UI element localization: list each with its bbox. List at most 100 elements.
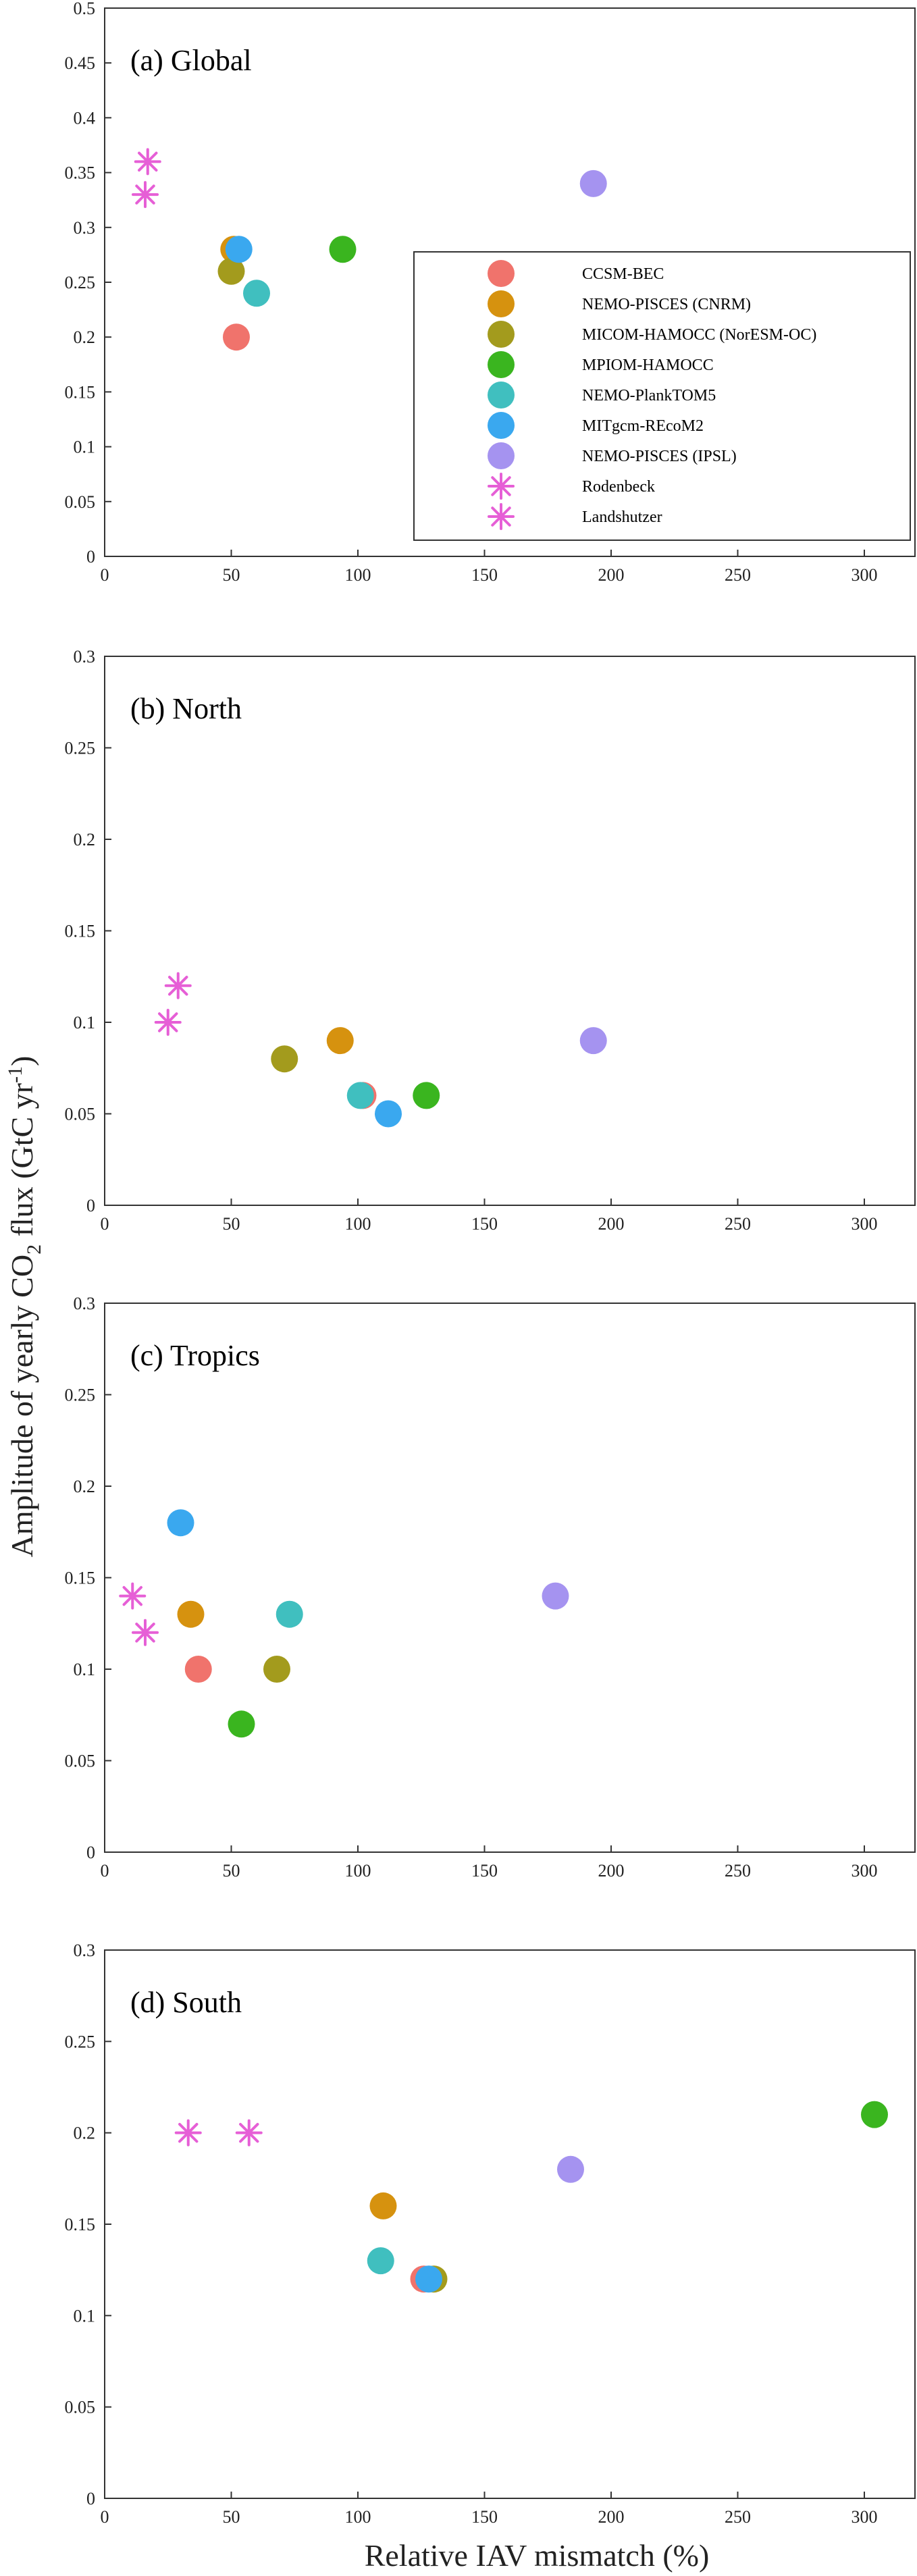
x-tick-label: 300 — [852, 1861, 878, 1881]
legend-marker-circle — [488, 351, 515, 378]
y-tick-label: 0.25 — [65, 273, 96, 292]
x-tick-label: 100 — [345, 2507, 371, 2527]
panels: 0 50 100 150 200 250 300 0 0.05 0.1 0.15 0.2 0.25 0.3… — [65, 0, 916, 2527]
y-tick-label: 0.25 — [65, 739, 96, 758]
data-point-circle — [228, 1710, 255, 1738]
data-point-circle — [542, 1582, 569, 1610]
legend-entry: NEMO-PISCES (IPSL) — [582, 448, 737, 465]
y-tick-label: 0.5 — [74, 0, 96, 18]
y-tick-label: 0.15 — [65, 382, 96, 402]
y-tick-label: 0.05 — [65, 2398, 96, 2417]
panel-2: 0 50 100 150 200 250 300 0 0.05 0.1 0.15 0.2 0.25 0.3… — [65, 1294, 916, 1881]
x-tick-label: 0 — [101, 1214, 109, 1234]
x-tick-label: 300 — [852, 1214, 878, 1234]
data-point-circle — [375, 1100, 402, 1128]
legend-entry: CCSM-BEC — [582, 265, 664, 283]
x-tick-label: 250 — [725, 1861, 751, 1881]
data-point-circle — [557, 2155, 584, 2183]
data-point-asterisk — [235, 2119, 263, 2147]
legend-entry: NEMO-PISCES (CNRM) — [582, 296, 751, 313]
y-tick-label: 0.3 — [74, 218, 96, 238]
legend-marker-circle — [488, 382, 515, 409]
data-point-circle — [413, 1082, 440, 1109]
data-point-circle — [263, 1656, 290, 1683]
plot-frame — [104, 1949, 916, 2499]
legend-entry: MICOM-HAMOCC (NorESM-OC) — [582, 326, 816, 344]
legend-marker-circle — [488, 321, 515, 348]
data-point-asterisk — [134, 148, 161, 176]
x-tick-label: 50 — [223, 2507, 240, 2527]
x-tick-label: 300 — [852, 565, 878, 585]
y-tick-label: 0 — [86, 2489, 95, 2508]
data-point-asterisk — [119, 1582, 147, 1610]
x-tick-label: 100 — [345, 565, 371, 585]
data-point-circle — [579, 169, 607, 197]
legend-marker-circle — [488, 260, 515, 287]
y-tick-label: 0.15 — [65, 2215, 96, 2234]
x-tick-label: 250 — [725, 565, 751, 585]
y-tick-label: 0 — [86, 1196, 95, 1215]
y-tick-label: 0.3 — [74, 647, 96, 666]
plot-frame — [104, 656, 916, 1206]
data-point-circle — [184, 1656, 212, 1683]
y-axis-title-end: ) — [5, 1056, 39, 1066]
data-point-circle — [177, 1600, 205, 1628]
x-tick-label: 0 — [101, 2507, 109, 2527]
y-axis-title-mid: flux (GtC yr — [5, 1083, 39, 1244]
y-tick-label: 0.25 — [65, 2032, 96, 2051]
data-point-circle — [271, 1045, 298, 1073]
data-point-circle — [217, 257, 245, 285]
y-tick-label: 0.1 — [74, 1660, 96, 1679]
x-tick-label: 100 — [345, 1214, 371, 1234]
y-tick-label: 0.15 — [65, 922, 96, 941]
y-tick-label: 0.3 — [74, 1941, 96, 1960]
panel-1: 0 50 100 150 200 250 300 0 0.05 0.1 0.15 0.2 0.25 0.3… — [65, 647, 916, 1234]
data-point-circle — [367, 2247, 394, 2275]
y-tick-label: 0.2 — [74, 830, 96, 849]
data-point-asterisk — [154, 1009, 182, 1036]
data-point-asterisk — [132, 1619, 159, 1646]
x-tick-label: 0 — [101, 1861, 109, 1881]
x-tick-label: 250 — [725, 2507, 751, 2527]
data-point-asterisk — [164, 972, 192, 999]
y-tick-label: 0.05 — [65, 1105, 96, 1124]
y-tick-label: 0.45 — [65, 53, 96, 73]
legend-entry: NEMO-PlankTOM5 — [582, 387, 716, 404]
y-tick-label: 0.05 — [65, 492, 96, 512]
data-point-circle — [329, 236, 357, 263]
y-tick-label: 0.05 — [65, 1752, 96, 1771]
x-tick-label: 150 — [471, 565, 498, 585]
panel-title: (c) Tropics — [130, 1339, 260, 1372]
x-tick-label: 0 — [101, 565, 109, 585]
data-point-circle — [225, 236, 253, 263]
data-point-circle — [276, 1600, 303, 1628]
data-point-asterisk — [174, 2119, 202, 2147]
legend: CCSM-BEC NEMO-PISCES (CNRM) MICOM-HAMOCC (… — [413, 251, 911, 541]
y-tick-label: 0.25 — [65, 1386, 96, 1405]
plot-frame — [104, 1303, 916, 1853]
x-axis-title: Relative IAV mismatch (%) — [365, 2538, 710, 2573]
data-point-circle — [861, 2101, 888, 2128]
legend-entry: Rodenbeck — [582, 478, 655, 496]
data-point-circle — [243, 280, 270, 307]
legend-entry: MPIOM-HAMOCC — [582, 357, 714, 374]
legend-marker-asterisk — [488, 503, 515, 530]
data-point-circle — [579, 1027, 607, 1055]
y-axis-title: Amplitude of yearly CO2 flux (GtC yr-1) — [4, 1056, 45, 1558]
x-tick-label: 200 — [598, 2507, 625, 2527]
x-tick-label: 50 — [223, 1214, 240, 1234]
x-tick-label: 50 — [223, 1861, 240, 1881]
y-tick-label: 0.15 — [65, 1569, 96, 1588]
y-tick-label: 0.35 — [65, 163, 96, 183]
x-tick-label: 150 — [471, 1214, 498, 1234]
legend-marker-circle — [488, 442, 515, 469]
x-tick-label: 50 — [223, 565, 240, 585]
x-tick-label: 200 — [598, 1861, 625, 1881]
legend-marker-circle — [488, 412, 515, 439]
data-point-circle — [415, 2265, 442, 2293]
y-tick-label: 0.1 — [74, 1013, 96, 1032]
x-tick-label: 150 — [471, 1861, 498, 1881]
y-tick-label: 0.1 — [74, 2306, 96, 2325]
x-tick-label: 200 — [598, 1214, 625, 1234]
